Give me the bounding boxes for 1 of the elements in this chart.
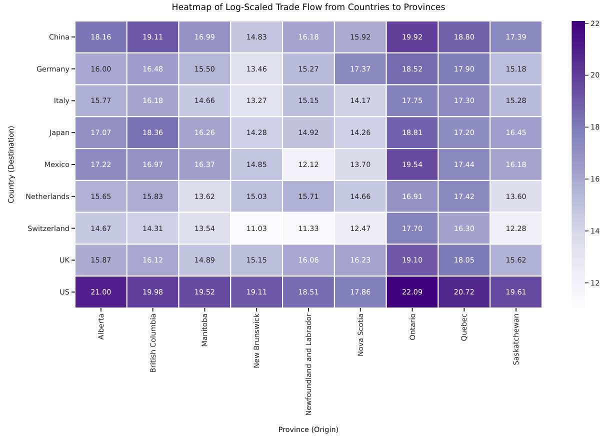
chart-title: Heatmap of Log-Scaled Trade Flow from Countries to Provinces <box>170 3 446 14</box>
